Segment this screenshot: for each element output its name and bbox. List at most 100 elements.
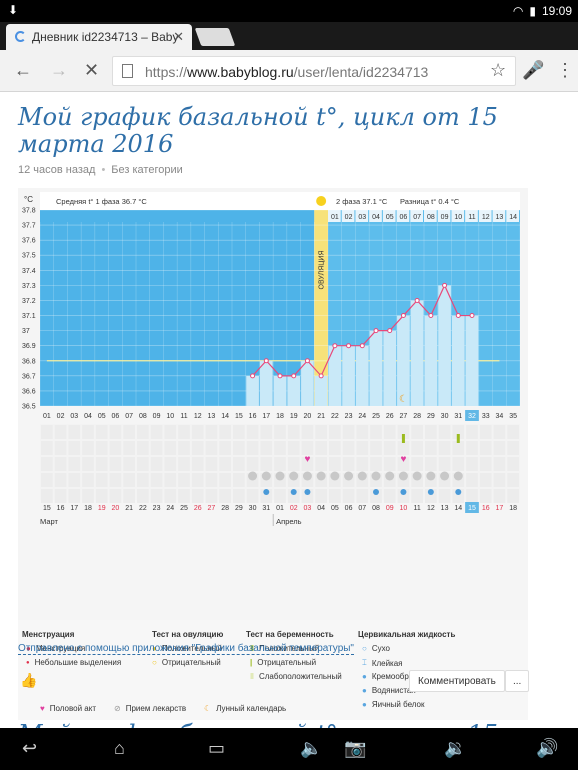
menu-dots-icon[interactable]: ⋮ bbox=[556, 60, 574, 80]
next-post-title[interactable]: Мой график базальной t°, цикл от 15 март… bbox=[18, 720, 578, 728]
comment-button[interactable]: Комментировать bbox=[409, 670, 505, 692]
symbol-cell bbox=[301, 457, 314, 471]
address-bar[interactable]: https://www.babyblog.ru/user/lenta/id223… bbox=[112, 56, 516, 86]
symbol-cell bbox=[493, 457, 506, 471]
temp-point bbox=[414, 297, 420, 303]
medicine-mark bbox=[385, 471, 395, 481]
symbol-cell bbox=[82, 441, 94, 455]
cycle-day-label: 08 bbox=[139, 413, 147, 420]
medicine-mark bbox=[357, 471, 367, 481]
symbol-cell bbox=[370, 441, 382, 455]
date-label: 17 bbox=[70, 505, 78, 512]
y-tick-label: 37.2 bbox=[22, 298, 36, 305]
battery-icon: ▮ bbox=[529, 4, 536, 18]
clock: 19:09 bbox=[541, 4, 572, 18]
symbol-cell bbox=[41, 441, 53, 455]
symbol-cell bbox=[260, 425, 273, 439]
loading-spinner-icon bbox=[15, 31, 26, 42]
fluid-mark bbox=[455, 489, 462, 495]
symbol-cell bbox=[109, 473, 122, 487]
pregnancy-test-mark bbox=[401, 434, 405, 443]
home-icon[interactable]: ⌂ bbox=[114, 738, 125, 758]
symbol-cell bbox=[479, 457, 492, 471]
temp-bar bbox=[410, 300, 424, 406]
symbol-cell bbox=[466, 489, 478, 503]
temp-bar bbox=[424, 315, 438, 406]
dry-circle-icon: ○ bbox=[362, 644, 367, 653]
forward-arrow-icon[interactable]: → bbox=[50, 60, 68, 80]
symbol-cell bbox=[54, 489, 67, 503]
symbol-cell bbox=[68, 457, 81, 471]
symbol-cell bbox=[315, 457, 327, 471]
bookmark-star-icon[interactable]: ☆ bbox=[490, 60, 507, 80]
current-day-highlight bbox=[465, 410, 479, 421]
temp-point bbox=[318, 373, 324, 379]
stop-loading-icon[interactable]: ✕ bbox=[84, 60, 100, 80]
symbol-cell bbox=[411, 457, 423, 471]
symbol-cell bbox=[54, 457, 67, 471]
y-tick-label: 36.5 bbox=[22, 404, 36, 411]
cycle-day-label: 03 bbox=[70, 413, 78, 420]
date-label: 16 bbox=[57, 505, 65, 512]
symbol-cell bbox=[246, 489, 259, 503]
symbol-cell bbox=[315, 425, 327, 439]
date-label: 04 bbox=[317, 505, 325, 512]
heart-mark: ♥ bbox=[400, 454, 406, 465]
cycle-day-label: 21 bbox=[317, 413, 325, 420]
phase2-day-label: 11 bbox=[468, 214, 475, 221]
symbol-cell bbox=[287, 489, 300, 503]
y-tick-label: 37.1 bbox=[22, 313, 36, 320]
legend-ovulation-test-title: Тест на овуляцию bbox=[152, 630, 224, 639]
pregnancy-test-mark bbox=[456, 434, 460, 443]
browser-toolbar: ← → ✕ https://www.babyblog.ru/user/lenta… bbox=[0, 50, 578, 92]
cycle-day-label: 15 bbox=[235, 413, 243, 420]
symbol-cell bbox=[287, 425, 300, 439]
date-label: 21 bbox=[125, 505, 133, 512]
symbol-cell bbox=[164, 425, 177, 439]
symbol-cell bbox=[301, 425, 314, 439]
moon-icon: ☾ bbox=[399, 394, 408, 405]
screenshot-icon[interactable]: 📷 bbox=[344, 738, 367, 758]
temp-bar bbox=[465, 315, 479, 406]
date-label: 12 bbox=[427, 505, 435, 512]
recent-apps-icon[interactable]: ▭ bbox=[208, 738, 226, 758]
y-tick-label: 37.7 bbox=[22, 223, 36, 230]
microphone-icon[interactable]: 🎤 bbox=[522, 60, 545, 80]
symbol-cell bbox=[150, 441, 163, 455]
volume-icon[interactable]: 🔉 bbox=[444, 738, 467, 758]
temp-bar bbox=[314, 375, 328, 406]
temp-bar bbox=[342, 345, 355, 406]
legend-medicine: ⊘ Прием лекарств bbox=[114, 704, 187, 713]
date-label: 08 bbox=[372, 505, 380, 512]
symbol-cell bbox=[315, 489, 327, 503]
symbol-cell bbox=[54, 473, 67, 487]
volume-up-icon[interactable]: 🔊 bbox=[536, 738, 559, 758]
like-thumb-icon[interactable]: 👍 bbox=[20, 672, 38, 688]
volume-down-icon[interactable]: 🔈 bbox=[300, 738, 323, 758]
phase2-day-cell bbox=[382, 210, 396, 222]
y-tick-label: 37 bbox=[22, 328, 30, 335]
symbol-cell bbox=[109, 489, 122, 503]
symbol-cell bbox=[452, 457, 465, 471]
close-tab-icon[interactable]: ✕ bbox=[173, 29, 184, 44]
phase2-day-label: 12 bbox=[482, 214, 490, 221]
month-label-april: Апрель bbox=[276, 517, 302, 526]
sent-via-link[interactable]: Отправлено с помощью приложения "Графики… bbox=[18, 643, 354, 655]
post-title[interactable]: Мой график базальной t°, цикл от 15 март… bbox=[18, 103, 498, 158]
new-tab-button[interactable] bbox=[194, 28, 236, 46]
symbol-cell bbox=[109, 457, 122, 471]
more-button[interactable]: ... bbox=[505, 670, 530, 692]
symbol-cell bbox=[191, 441, 204, 455]
symbol-cell bbox=[274, 441, 286, 455]
back-arrow-icon[interactable]: ← bbox=[14, 60, 32, 80]
symbol-cell bbox=[137, 425, 149, 439]
symbol-cell bbox=[150, 473, 163, 487]
phase2-day-cell bbox=[451, 210, 465, 222]
cycle-day-label: 23 bbox=[345, 413, 353, 420]
temp-point bbox=[277, 373, 283, 379]
browser-tab[interactable]: Дневник id2234713 – Baby ✕ bbox=[6, 24, 192, 50]
symbol-cell bbox=[274, 425, 286, 439]
back-icon[interactable]: ↩ bbox=[22, 738, 38, 758]
symbol-cell bbox=[507, 457, 519, 471]
post-category[interactable]: Без категории bbox=[111, 164, 183, 176]
